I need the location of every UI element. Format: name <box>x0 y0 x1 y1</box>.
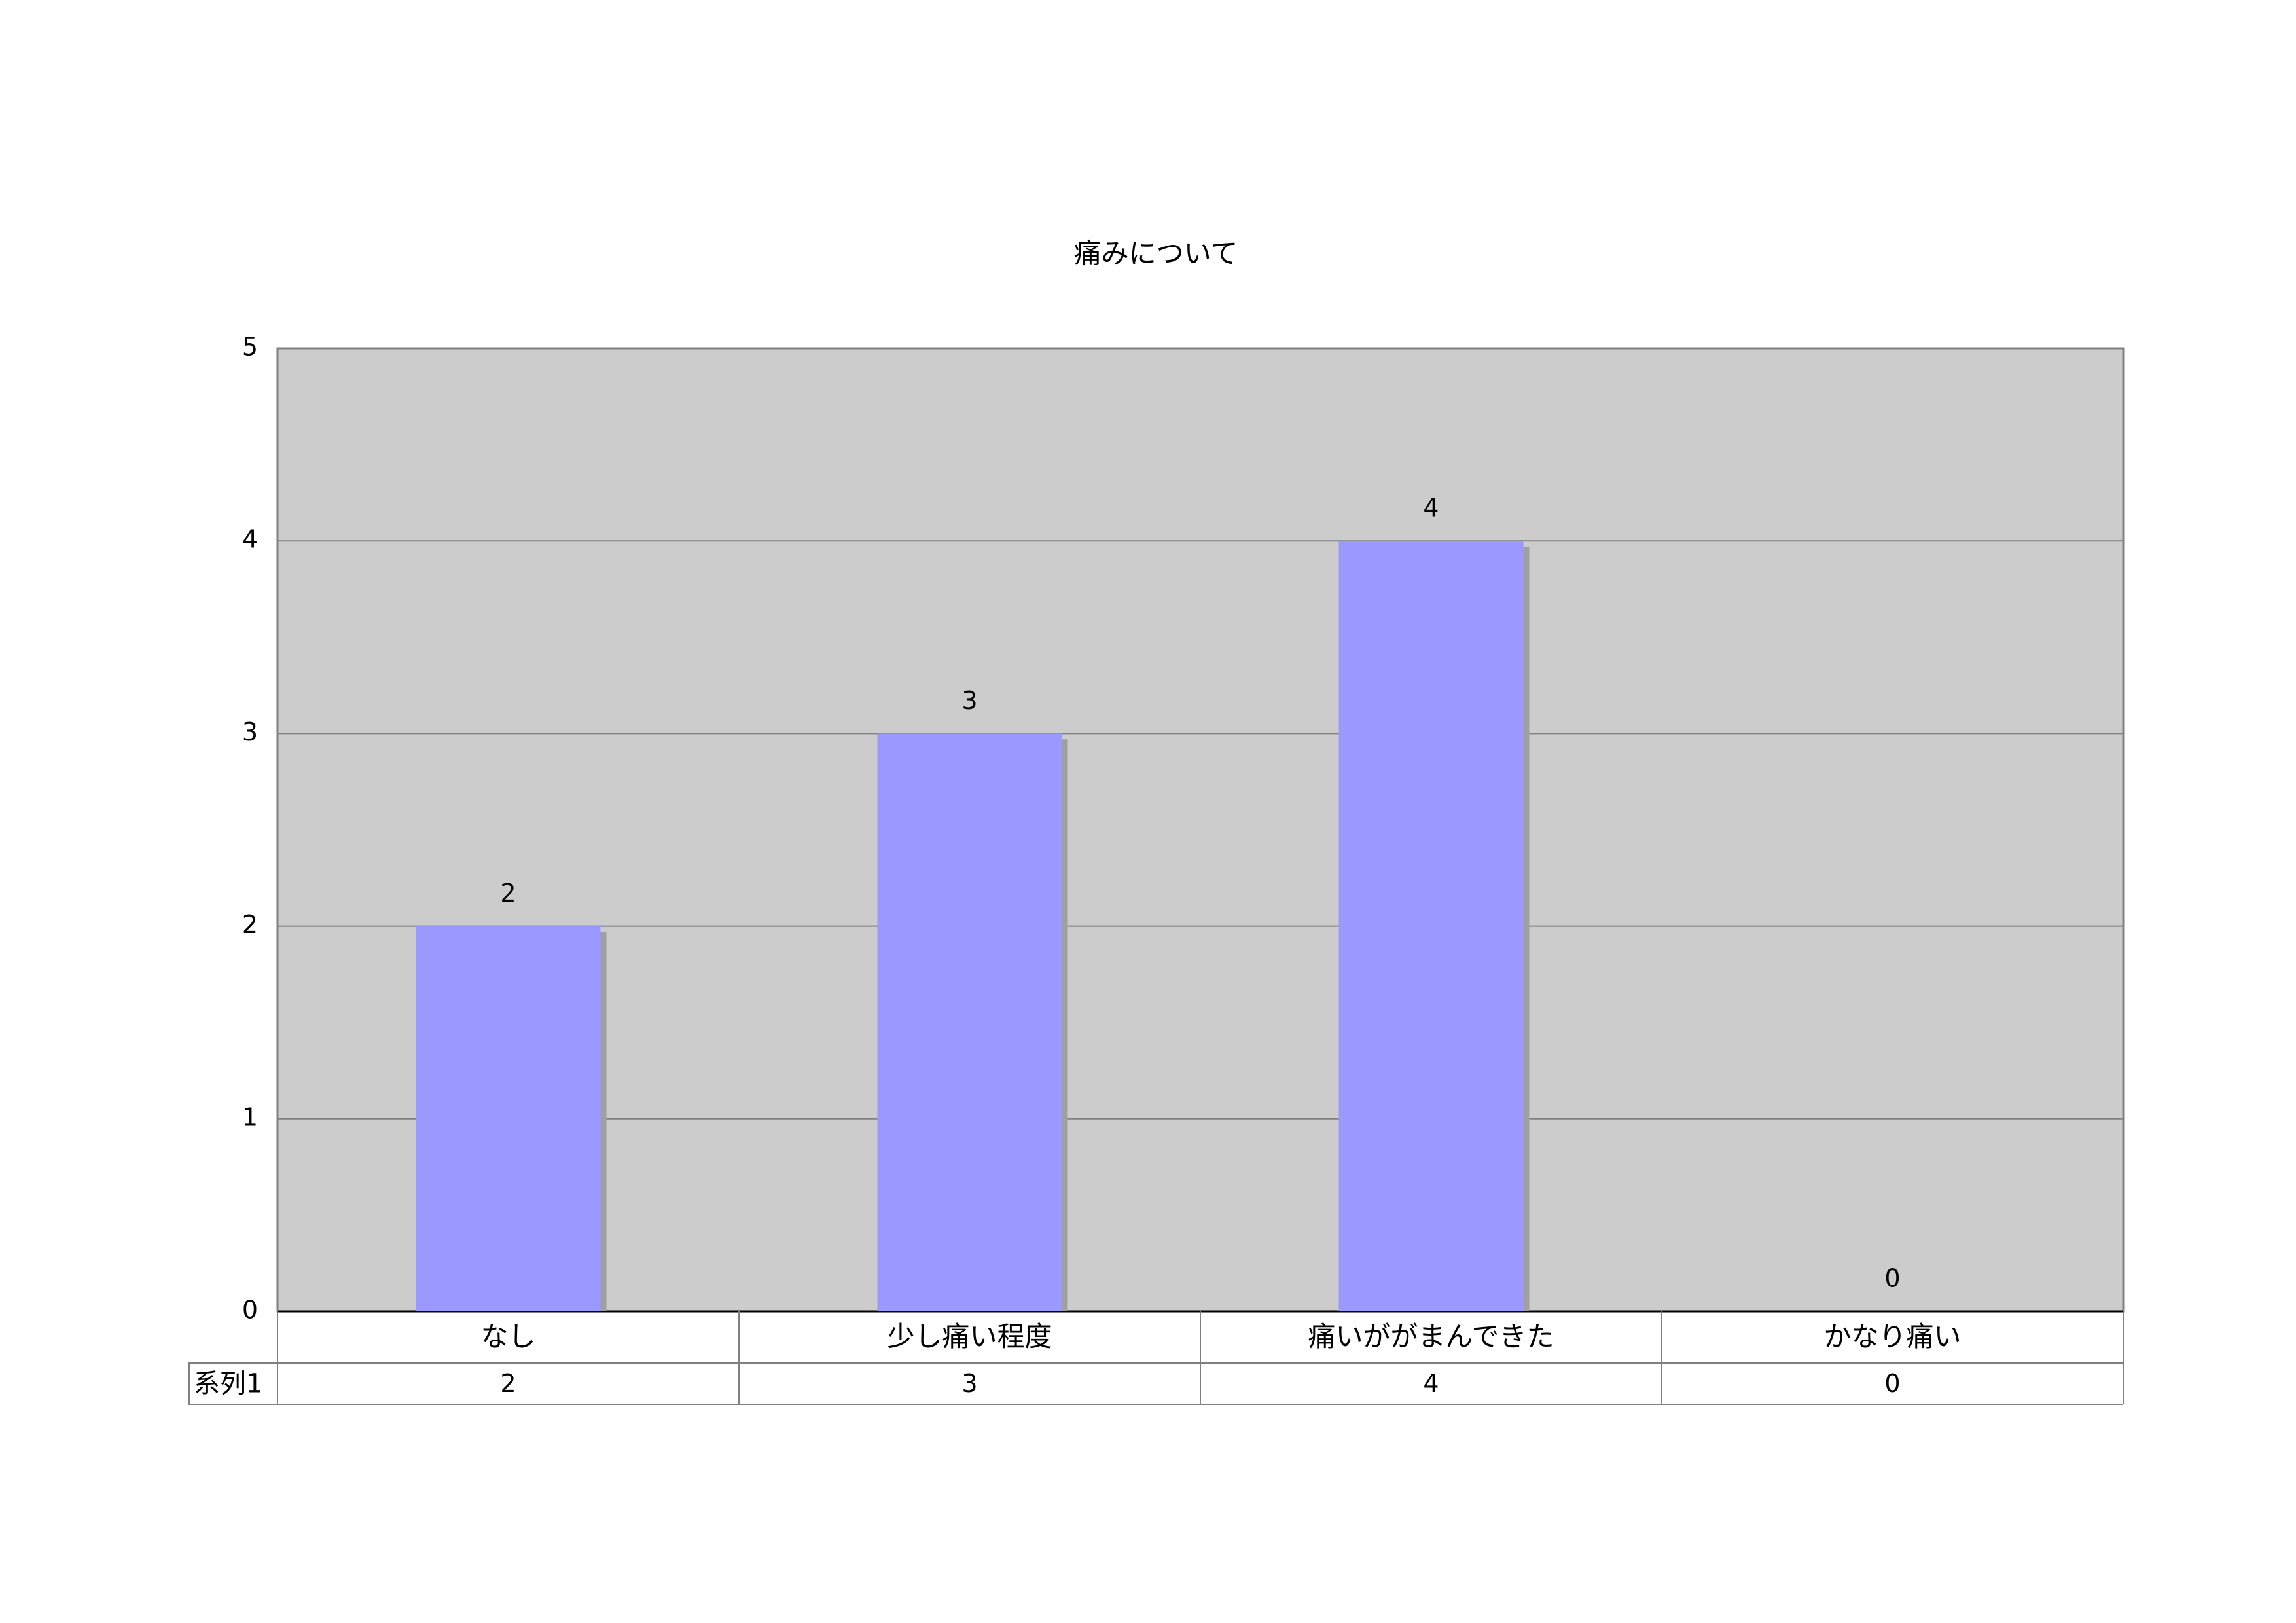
table-value: 4 <box>1423 1369 1439 1398</box>
chart-title: 痛みについて <box>1074 238 1238 270</box>
y-tick-label: 2 <box>242 910 258 939</box>
table-value: 2 <box>500 1369 516 1398</box>
table-value: 0 <box>1884 1369 1900 1398</box>
y-tick-label: 1 <box>242 1103 258 1131</box>
y-tick-label: 0 <box>242 1296 258 1324</box>
data-label: 0 <box>1884 1264 1900 1293</box>
x-tick-label: かなり痛い <box>1823 1321 1961 1353</box>
x-tick-label: 痛いががまんできた <box>1308 1321 1554 1353</box>
data-label: 3 <box>961 686 977 715</box>
x-tick-label: 少し痛い程度 <box>887 1321 1052 1353</box>
y-tick-label: 3 <box>242 718 258 746</box>
y-tick-label: 5 <box>242 333 258 361</box>
data-label: 2 <box>500 879 516 907</box>
legend-label: 系列1 <box>194 1369 262 1399</box>
bar <box>877 733 1062 1311</box>
x-tick-label: なし <box>480 1321 535 1353</box>
y-tick-label: 4 <box>242 525 258 554</box>
table-value: 3 <box>961 1369 977 1398</box>
bar <box>416 926 601 1311</box>
data-label: 4 <box>1423 494 1439 522</box>
bar <box>1338 541 1524 1312</box>
